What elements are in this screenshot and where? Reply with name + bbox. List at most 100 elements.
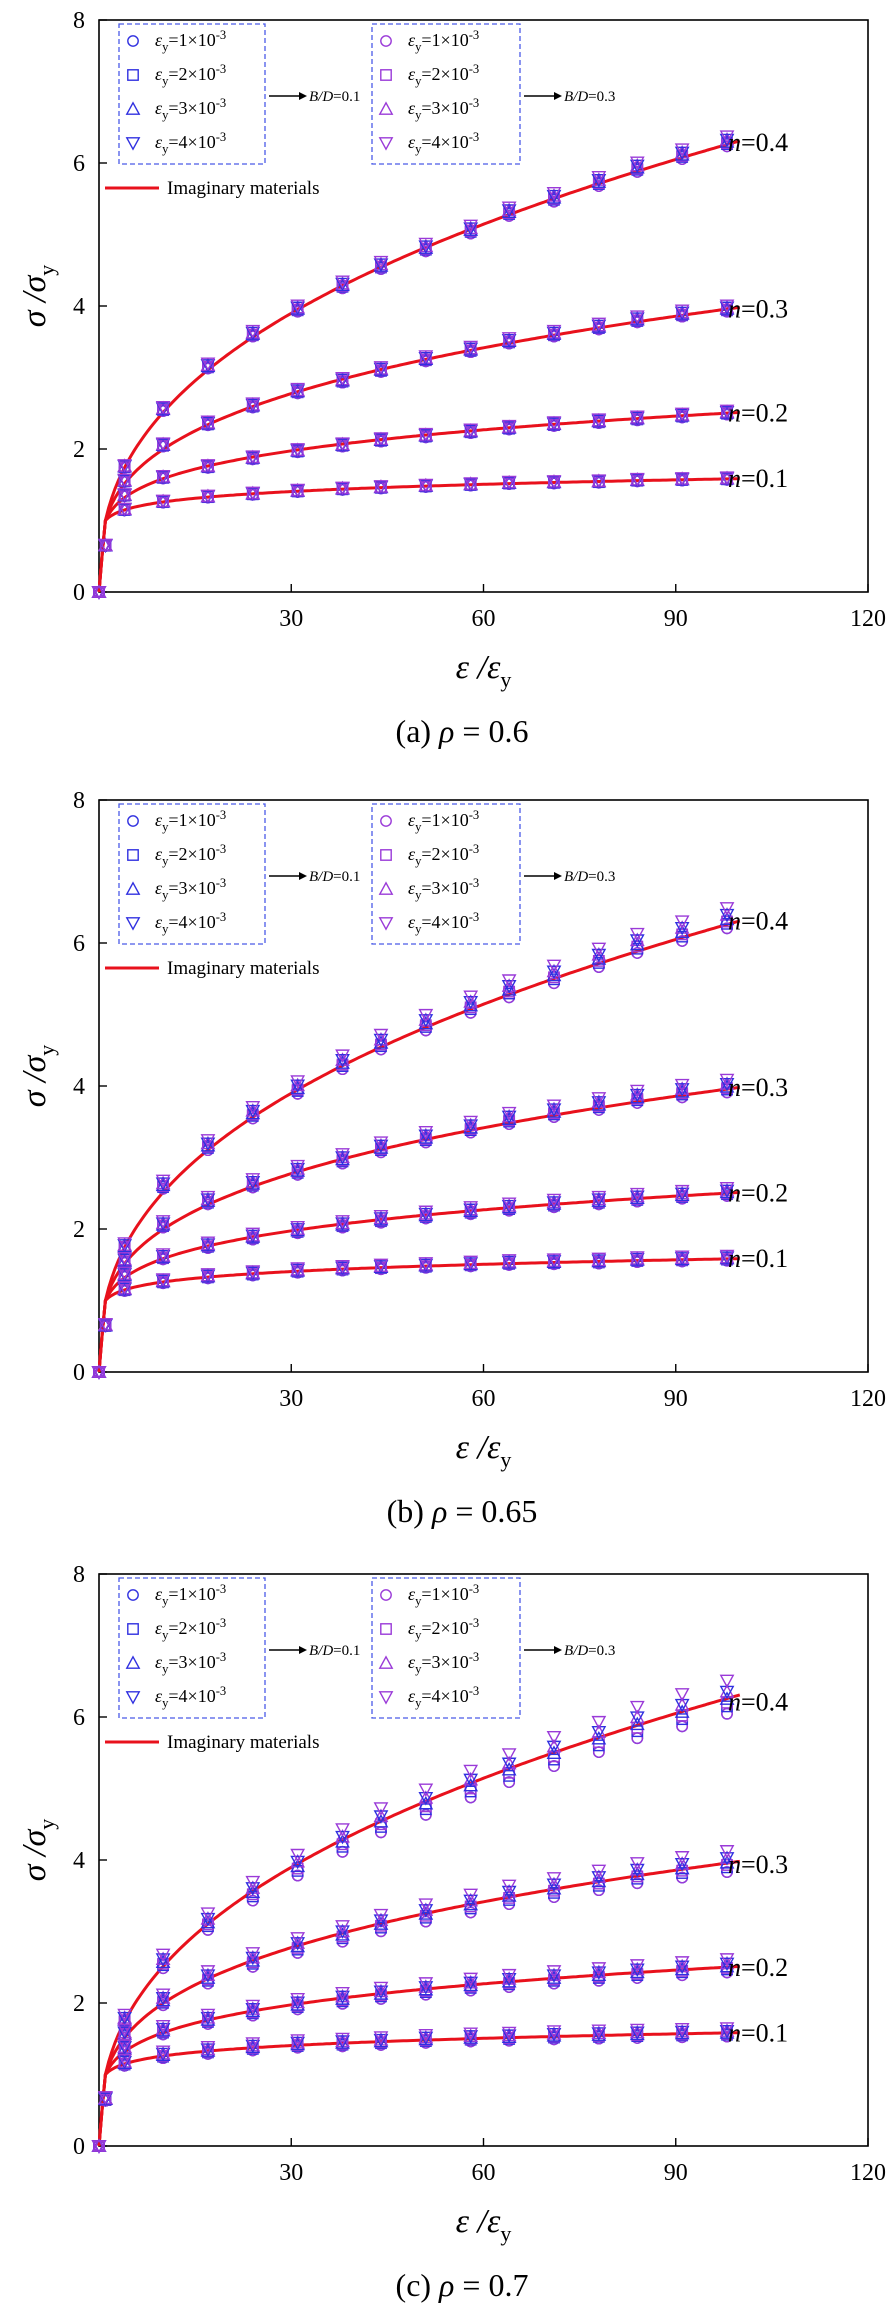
data-point: [245, 486, 261, 501]
data-point: [200, 1193, 216, 1207]
data-point: [335, 1261, 350, 1276]
data-point: [719, 1674, 735, 1689]
data-point: [200, 1912, 216, 1927]
data-point: [155, 1992, 171, 2006]
data-point: [463, 2030, 479, 2044]
data-point: [290, 1080, 306, 1095]
data-point: [98, 1318, 113, 1332]
data-point: [117, 2053, 133, 2068]
data-point: [155, 1273, 171, 1287]
data-point: [591, 1871, 607, 1885]
data-point: [373, 361, 389, 375]
data-point: [463, 1255, 479, 1270]
data-point: [200, 1268, 216, 1282]
data-point: [719, 1957, 735, 1972]
data-point: [335, 1217, 350, 1231]
data-point: [245, 1951, 261, 1966]
data-point: [155, 494, 171, 509]
legend-entry: εy​=3×10-3​: [155, 876, 226, 902]
data-point: [546, 1745, 562, 1759]
x-axis-label: ε /εy: [456, 2203, 512, 2246]
data-point: [719, 908, 735, 923]
legend-marker: [127, 1589, 139, 1601]
data-point: [463, 1888, 479, 1903]
data-point: [674, 472, 690, 486]
x-axis-label: ε /εy: [456, 649, 512, 692]
data-point: [373, 1212, 389, 1226]
legend-marker: [127, 1623, 139, 1635]
data-point: [463, 1976, 479, 1991]
data-point: [117, 459, 133, 473]
y-tick-label: 0: [73, 1360, 85, 1386]
data-point: [335, 275, 350, 290]
data-point: [200, 1236, 216, 1251]
data-point: [418, 1906, 434, 1920]
data-point: [117, 473, 133, 488]
data-point: [674, 1960, 690, 1975]
data-point: [463, 2027, 479, 2042]
data-point: [629, 410, 645, 425]
data-point: [629, 1866, 645, 1881]
legend-marker: [378, 101, 394, 115]
data-point: [674, 1078, 690, 1093]
data-point: [373, 1033, 389, 1048]
legend-entry: εy​=3×10-3​: [408, 1650, 479, 1676]
data-point: [418, 1129, 434, 1144]
legend-box-left: [118, 803, 266, 945]
data-point: [719, 1181, 735, 1196]
legend-group-label: B/D=0.1: [309, 1643, 360, 1659]
data-point: [629, 1716, 645, 1731]
data-point: [418, 2031, 434, 2046]
data-point: [719, 1079, 735, 1093]
legend-marker: [378, 1655, 394, 1669]
curve-n-0.3: [97, 1859, 740, 2147]
data-point: [245, 1953, 261, 1967]
data-point: [674, 1851, 690, 1865]
y-tick-label: 8: [73, 1562, 85, 1588]
legend-entry: εy​=2×10-3​: [155, 842, 226, 868]
data-point: [373, 255, 389, 270]
data-point: [418, 478, 434, 493]
data-point: [674, 143, 690, 157]
data-point: [501, 332, 517, 346]
data-point: [674, 1187, 690, 1202]
data-point: [117, 2026, 133, 2041]
legend-entry: εy​=3×10-3​: [155, 1650, 226, 1676]
data-point: [546, 965, 562, 980]
data-point: [674, 1184, 690, 1199]
data-point: [719, 1958, 735, 1973]
data-point: [501, 333, 517, 348]
legend-box-left: [118, 1577, 266, 1719]
data-point: [335, 1151, 350, 1165]
data-point: [418, 1981, 434, 1996]
data-point: [674, 1860, 690, 1875]
legend-entry: εy​=1×10-3​: [408, 28, 479, 54]
x-tick-label: 60: [472, 606, 496, 632]
data-point: [463, 1201, 479, 1215]
y-tick-label: 0: [73, 580, 85, 606]
data-point: [373, 2031, 389, 2045]
legend-entry: εy​=2×10-3​: [408, 1616, 479, 1642]
data-point: [591, 170, 607, 185]
data-point: [418, 351, 434, 366]
legend-box-left: [118, 23, 266, 165]
data-point: [591, 474, 607, 488]
y-tick-label: 6: [73, 931, 85, 957]
data-point: [674, 924, 690, 939]
data-point: [674, 304, 690, 319]
data-point: [674, 146, 690, 161]
data-point: [629, 159, 645, 174]
legend-group-label: B/D=0.1: [309, 869, 360, 885]
series-label: n=0.2: [728, 1953, 788, 1982]
data-point: [548, 1760, 560, 1772]
data-point: [335, 2032, 350, 2047]
data-point: [155, 1174, 171, 1189]
y-tick-label: 6: [73, 151, 85, 177]
data-point: [501, 974, 517, 988]
data-point: [719, 1953, 735, 1967]
legend-marker: [380, 1589, 392, 1601]
series-label: n=0.3: [728, 1073, 788, 1102]
data-point: [418, 1904, 434, 1918]
data-point: [290, 1848, 306, 1863]
data-point: [373, 1802, 389, 1816]
